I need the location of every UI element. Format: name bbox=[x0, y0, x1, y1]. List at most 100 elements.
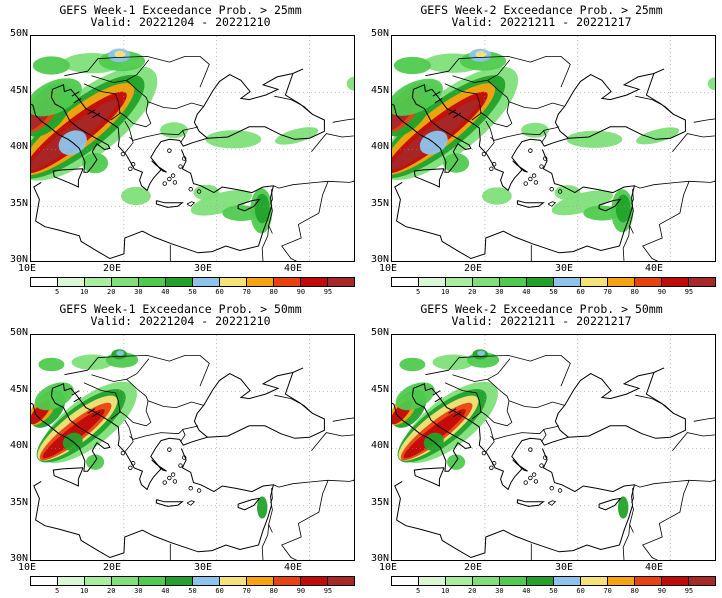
precip-blob bbox=[392, 78, 443, 116]
country-border bbox=[281, 480, 329, 560]
country-border bbox=[273, 180, 329, 189]
colorbar-label: 80 bbox=[630, 587, 639, 595]
island bbox=[178, 164, 183, 169]
coastline bbox=[598, 497, 622, 511]
colorbar-label: 50 bbox=[549, 587, 558, 595]
country-border bbox=[444, 382, 482, 420]
lon-tick-label: 20E bbox=[103, 562, 122, 573]
coastline bbox=[50, 367, 304, 491]
lon-tick-label: 40E bbox=[645, 562, 664, 573]
country-border bbox=[631, 189, 634, 205]
lon-tick-label: 20E bbox=[464, 562, 483, 573]
island bbox=[549, 187, 554, 192]
precip-blob bbox=[346, 76, 354, 91]
country-border bbox=[274, 394, 313, 414]
country-border bbox=[479, 379, 513, 427]
coastline bbox=[31, 97, 111, 173]
island bbox=[543, 455, 548, 460]
lat-tick-label: 30N bbox=[9, 553, 28, 564]
colorbar-swatch bbox=[247, 278, 274, 286]
colorbar-swatch bbox=[446, 577, 473, 585]
colorbar-label: 70 bbox=[242, 587, 251, 595]
map-panel: GEFS Week-2 Exceedance Prob. > 50mm Valid… bbox=[361, 299, 722, 598]
precip-blob bbox=[475, 51, 487, 58]
precip-blob bbox=[566, 130, 623, 148]
coastline bbox=[413, 467, 445, 487]
island bbox=[489, 166, 494, 171]
coastline bbox=[392, 97, 472, 173]
country-border bbox=[490, 126, 560, 141]
country-border bbox=[425, 55, 571, 88]
colorbar-swatch bbox=[58, 577, 85, 585]
colorbar-swatch bbox=[274, 278, 301, 286]
colorbar-label: 90 bbox=[296, 587, 306, 595]
island bbox=[453, 411, 461, 418]
colorbar-label: 30 bbox=[134, 587, 143, 595]
colorbar-label: 70 bbox=[242, 288, 251, 296]
colorbar-label: 90 bbox=[296, 288, 306, 296]
island bbox=[167, 148, 172, 153]
lon-tick-label: 40E bbox=[284, 263, 303, 274]
colorbar-swatch bbox=[500, 278, 527, 286]
lat-tick-label: 35N bbox=[9, 497, 28, 508]
island bbox=[167, 176, 172, 182]
country-border bbox=[332, 117, 354, 123]
country-border bbox=[635, 394, 674, 414]
coastline bbox=[155, 200, 184, 208]
lon-tick-label: 20E bbox=[464, 263, 483, 274]
precip-blob bbox=[635, 127, 680, 145]
island bbox=[172, 479, 178, 484]
lon-tick-label: 10E bbox=[18, 263, 37, 274]
country-border bbox=[268, 206, 273, 234]
country-border bbox=[629, 206, 634, 234]
island bbox=[491, 461, 497, 466]
colorbar-swatch bbox=[328, 577, 354, 585]
island bbox=[167, 447, 172, 452]
country-border bbox=[508, 400, 565, 409]
colorbar-label: 90 bbox=[657, 587, 667, 595]
island bbox=[92, 112, 100, 119]
country-border bbox=[547, 201, 557, 207]
colorbar-label: 5 bbox=[54, 288, 60, 296]
precip-blob bbox=[71, 354, 114, 370]
island bbox=[528, 176, 533, 182]
country-border bbox=[311, 432, 354, 452]
country-border bbox=[485, 419, 495, 453]
country-border bbox=[180, 429, 186, 442]
colorbar-swatch bbox=[274, 577, 301, 585]
colorbar-swatch bbox=[392, 278, 419, 286]
island bbox=[481, 151, 487, 157]
coastline bbox=[516, 499, 545, 507]
island bbox=[120, 450, 126, 456]
colorbar-swatch bbox=[419, 577, 446, 585]
colorbar-swatch bbox=[662, 577, 689, 585]
colorbar-swatch bbox=[473, 577, 500, 585]
panel-valid-dates: Valid: 20221204 - 20221210 bbox=[90, 314, 271, 328]
lat-tick-label: 35N bbox=[9, 198, 28, 209]
colorbar-swatch bbox=[85, 577, 112, 585]
colorbar-swatch bbox=[193, 577, 220, 585]
country-border bbox=[180, 130, 186, 143]
island bbox=[491, 162, 497, 167]
colorbar-swatch bbox=[635, 278, 662, 286]
precip-blob bbox=[477, 350, 485, 356]
country-border bbox=[268, 505, 273, 533]
island bbox=[130, 461, 136, 466]
precip-blob bbox=[707, 77, 715, 91]
colorbar-swatch bbox=[581, 577, 608, 585]
precip-blob bbox=[551, 190, 614, 216]
island bbox=[528, 475, 533, 481]
country-border bbox=[672, 432, 715, 452]
colorbar-swatch bbox=[689, 278, 715, 286]
island bbox=[531, 173, 537, 178]
colorbar-swatch bbox=[166, 577, 193, 585]
lon-tick-label: 40E bbox=[645, 263, 664, 274]
country-border bbox=[281, 181, 329, 261]
precip-probability-map bbox=[31, 335, 354, 560]
colorbar-label: 95 bbox=[684, 587, 694, 595]
colorbar-label: 30 bbox=[134, 288, 143, 296]
country-border bbox=[508, 101, 565, 110]
colorbar-label: 5 bbox=[54, 587, 60, 595]
island bbox=[120, 151, 126, 157]
country-border bbox=[270, 189, 273, 205]
